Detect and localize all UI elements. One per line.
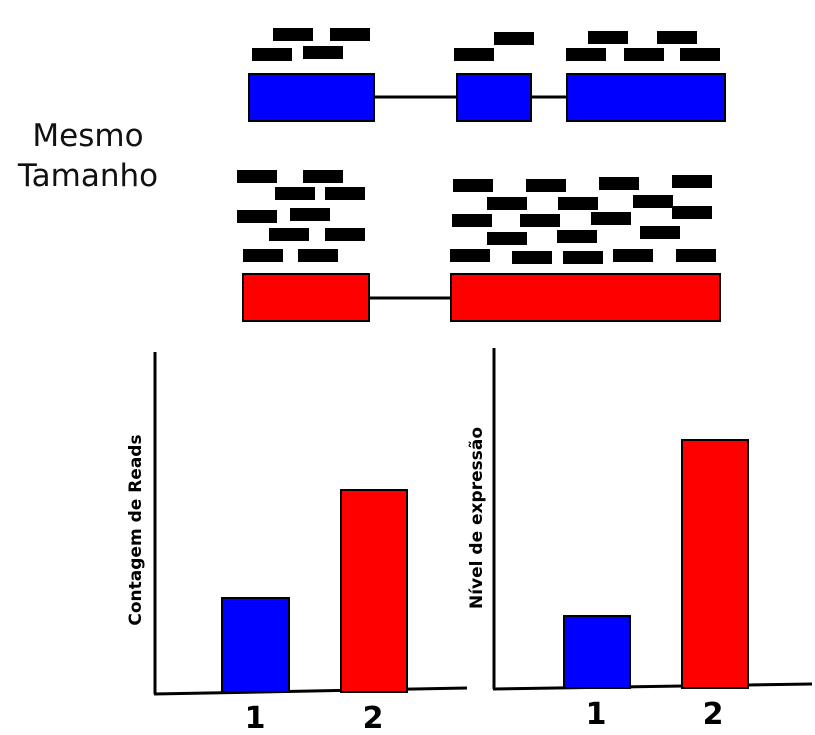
- gene-1: [248, 73, 726, 122]
- read-segment: [563, 251, 603, 264]
- read-segment: [275, 187, 315, 200]
- read-segment: [613, 249, 653, 262]
- gene-2-reads: [237, 170, 716, 264]
- read-segment: [599, 177, 639, 190]
- same-size-label: Mesmo Tamanho: [8, 116, 168, 196]
- bar-2: [681, 439, 749, 689]
- read-segment: [273, 28, 313, 41]
- gene-2: [242, 273, 721, 322]
- read-segment: [676, 249, 716, 262]
- read-segment: [640, 226, 680, 239]
- read-segment: [494, 32, 534, 45]
- exon-box: [242, 273, 370, 322]
- read-segment: [566, 48, 606, 61]
- x-axis: [153, 686, 468, 696]
- bar-1: [221, 597, 290, 693]
- x-tick-label-1: 1: [245, 701, 266, 735]
- same-size-label-line2: Tamanho: [17, 158, 159, 194]
- read-segment: [453, 179, 493, 192]
- read-segment: [672, 175, 712, 188]
- y-axis-label: Nível de expressão: [467, 427, 487, 609]
- read-segment: [325, 187, 365, 200]
- same-size-label-line1: Mesmo: [32, 118, 144, 154]
- read-segment: [243, 249, 283, 262]
- exon-box: [450, 273, 721, 322]
- read-segment: [330, 28, 370, 41]
- read-segment: [237, 170, 277, 183]
- x-tick-label-2: 2: [703, 697, 724, 732]
- read-segment: [325, 228, 365, 241]
- y-axis-label: Contagem de Reads: [126, 434, 146, 625]
- read-segment: [237, 210, 277, 223]
- read-segment: [512, 251, 552, 264]
- read-segment: [680, 48, 720, 61]
- gene-1-reads: [252, 28, 720, 61]
- read-segment: [454, 48, 494, 61]
- read-segment: [487, 232, 527, 245]
- read-segment: [303, 46, 343, 59]
- read-segment: [290, 208, 330, 221]
- bar-1: [563, 615, 631, 689]
- exon-box: [456, 73, 532, 122]
- read-segment: [450, 249, 490, 262]
- chart-read-counts: Contagem de Reads 1 2: [126, 352, 468, 735]
- read-segment: [558, 197, 598, 210]
- read-segment: [672, 206, 712, 219]
- read-segment: [591, 212, 631, 225]
- x-tick-label-2: 2: [363, 701, 384, 735]
- read-segment: [298, 249, 338, 262]
- read-segment: [633, 195, 673, 208]
- read-segment: [657, 31, 697, 44]
- read-segment: [526, 179, 566, 192]
- exon-box: [248, 73, 375, 122]
- read-segment: [557, 230, 597, 243]
- x-tick-label-1: 1: [586, 697, 607, 732]
- read-segment: [487, 197, 527, 210]
- x-axis: [492, 682, 813, 691]
- read-segment: [303, 170, 343, 183]
- read-segment: [269, 228, 309, 241]
- chart-expression-level: Nível de expressão 1 2: [467, 348, 813, 732]
- read-segment: [624, 48, 664, 61]
- exon-box: [566, 73, 726, 122]
- read-segment: [520, 214, 560, 227]
- bar-2: [340, 489, 408, 693]
- read-segment: [252, 48, 292, 61]
- read-segment: [452, 214, 492, 227]
- read-segment: [588, 31, 628, 44]
